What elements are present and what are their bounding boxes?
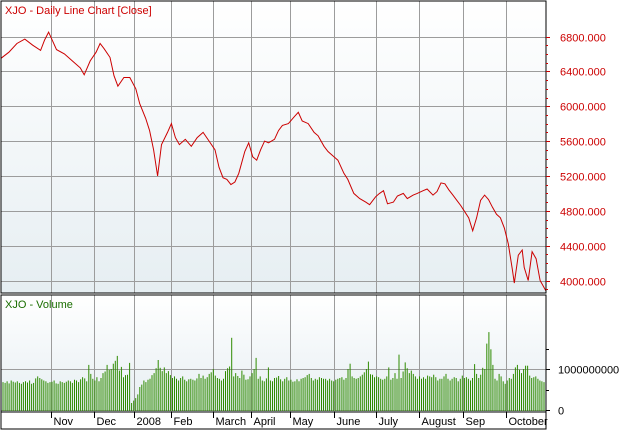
price-ytick-label: 6800.000 <box>560 33 606 45</box>
volume-bars <box>2 332 545 411</box>
date-x-axis: Nov Dec 2008 Feb March April May June July August… <box>51 412 548 428</box>
price-panel-frame <box>0 0 547 294</box>
x-tick-label: May <box>293 416 314 428</box>
x-tick-label: Dec <box>97 416 117 428</box>
x-tick-label: Nov <box>54 416 74 428</box>
volume-panel <box>1 295 546 412</box>
volume-chart-title: XJO - Volume <box>5 299 73 311</box>
x-tick-label: Feb <box>174 416 193 428</box>
x-tick-label: June <box>337 416 361 428</box>
x-tick-label: August <box>422 416 456 428</box>
price-ytick-label: 5200.000 <box>560 172 606 184</box>
x-tick-label: April <box>254 416 276 428</box>
x-tick-label: July <box>379 416 399 428</box>
price-ytick-label: 4000.000 <box>560 277 606 289</box>
price-y-axis: 4000.000 4400.000 4800.000 5200.000 5600.000… <box>546 33 606 290</box>
x-tick-label: March <box>216 416 247 428</box>
price-grid <box>1 1 546 293</box>
price-panel <box>1 1 546 293</box>
price-ytick-label: 4800.000 <box>560 207 606 219</box>
x-tick-label: October <box>509 416 548 428</box>
price-chart-title: XJO - Daily Line Chart [Close] <box>5 5 152 17</box>
price-ytick-label: 6000.000 <box>560 102 606 114</box>
volume-y-axis: 0 1000000000 <box>546 349 619 418</box>
volume-ytick-label: 1000000000 <box>558 365 619 377</box>
price-ytick-label: 6400.000 <box>560 67 606 79</box>
volume-ytick-label: 0 <box>558 406 564 418</box>
price-ytick-label: 5600.000 <box>560 137 606 149</box>
x-tick-label: 2008 <box>137 416 161 428</box>
date-axis-bar <box>0 411 547 430</box>
x-tick-label: Sep <box>466 416 486 428</box>
price-close-line <box>0 30 547 292</box>
price-ytick-label: 4400.000 <box>560 242 606 254</box>
